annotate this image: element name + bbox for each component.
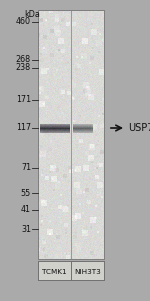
Text: NIH3T3: NIH3T3 bbox=[75, 269, 101, 275]
Text: USP7: USP7 bbox=[128, 123, 150, 133]
Text: 460: 460 bbox=[16, 17, 31, 26]
Text: 238: 238 bbox=[16, 64, 31, 73]
Text: TCMK1: TCMK1 bbox=[42, 269, 67, 275]
Text: 117: 117 bbox=[16, 123, 31, 132]
Text: 41: 41 bbox=[21, 206, 31, 215]
Text: 31: 31 bbox=[21, 225, 31, 234]
Text: 268: 268 bbox=[16, 55, 31, 64]
Text: 71: 71 bbox=[21, 163, 31, 172]
Text: 171: 171 bbox=[16, 95, 31, 104]
Text: 55: 55 bbox=[21, 188, 31, 197]
Text: kDa: kDa bbox=[24, 10, 40, 19]
